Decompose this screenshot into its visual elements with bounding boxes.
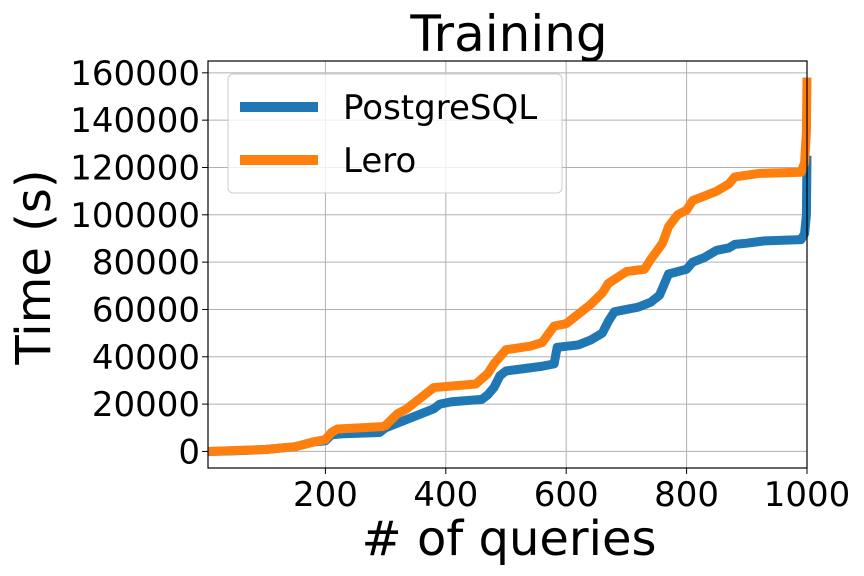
y-tick-label: 160000 <box>70 54 200 94</box>
x-tick-label: 400 <box>413 475 478 515</box>
x-tick-label: 1000 <box>764 475 851 515</box>
y-tick-label: 0 <box>178 432 200 472</box>
plot-frame <box>207 60 808 469</box>
y-tick-label: 60000 <box>92 290 200 330</box>
y-tick-label: 120000 <box>70 148 200 188</box>
y-axis-label: Time (s) <box>6 169 62 365</box>
x-tick-label: 600 <box>534 475 599 515</box>
y-tick-label: 20000 <box>92 385 200 425</box>
legend-label-postgresql: PostgreSQL <box>343 88 537 128</box>
y-tick-label: 40000 <box>92 338 200 378</box>
x-tick-labels: 200 400 600 800 1000 <box>293 468 850 515</box>
legend-label-lero: Lero <box>343 141 416 181</box>
y-tick-label: 100000 <box>70 196 200 236</box>
x-tick-label: 800 <box>654 475 719 515</box>
y-tick-label: 140000 <box>70 101 200 141</box>
series-lines <box>207 77 812 456</box>
x-tick-label: 200 <box>293 475 358 515</box>
legend: PostgreSQL Lero <box>227 73 563 194</box>
x-axis-label: # of queries <box>361 511 656 567</box>
series-line-postgresql <box>207 155 812 456</box>
series-line-lero <box>207 77 812 456</box>
y-tick-labels: 0 20000 40000 60000 80000 100000 120000 140000 1… <box>70 54 208 472</box>
chart-title: Training <box>409 5 607 63</box>
y-tick-label: 80000 <box>92 243 200 283</box>
